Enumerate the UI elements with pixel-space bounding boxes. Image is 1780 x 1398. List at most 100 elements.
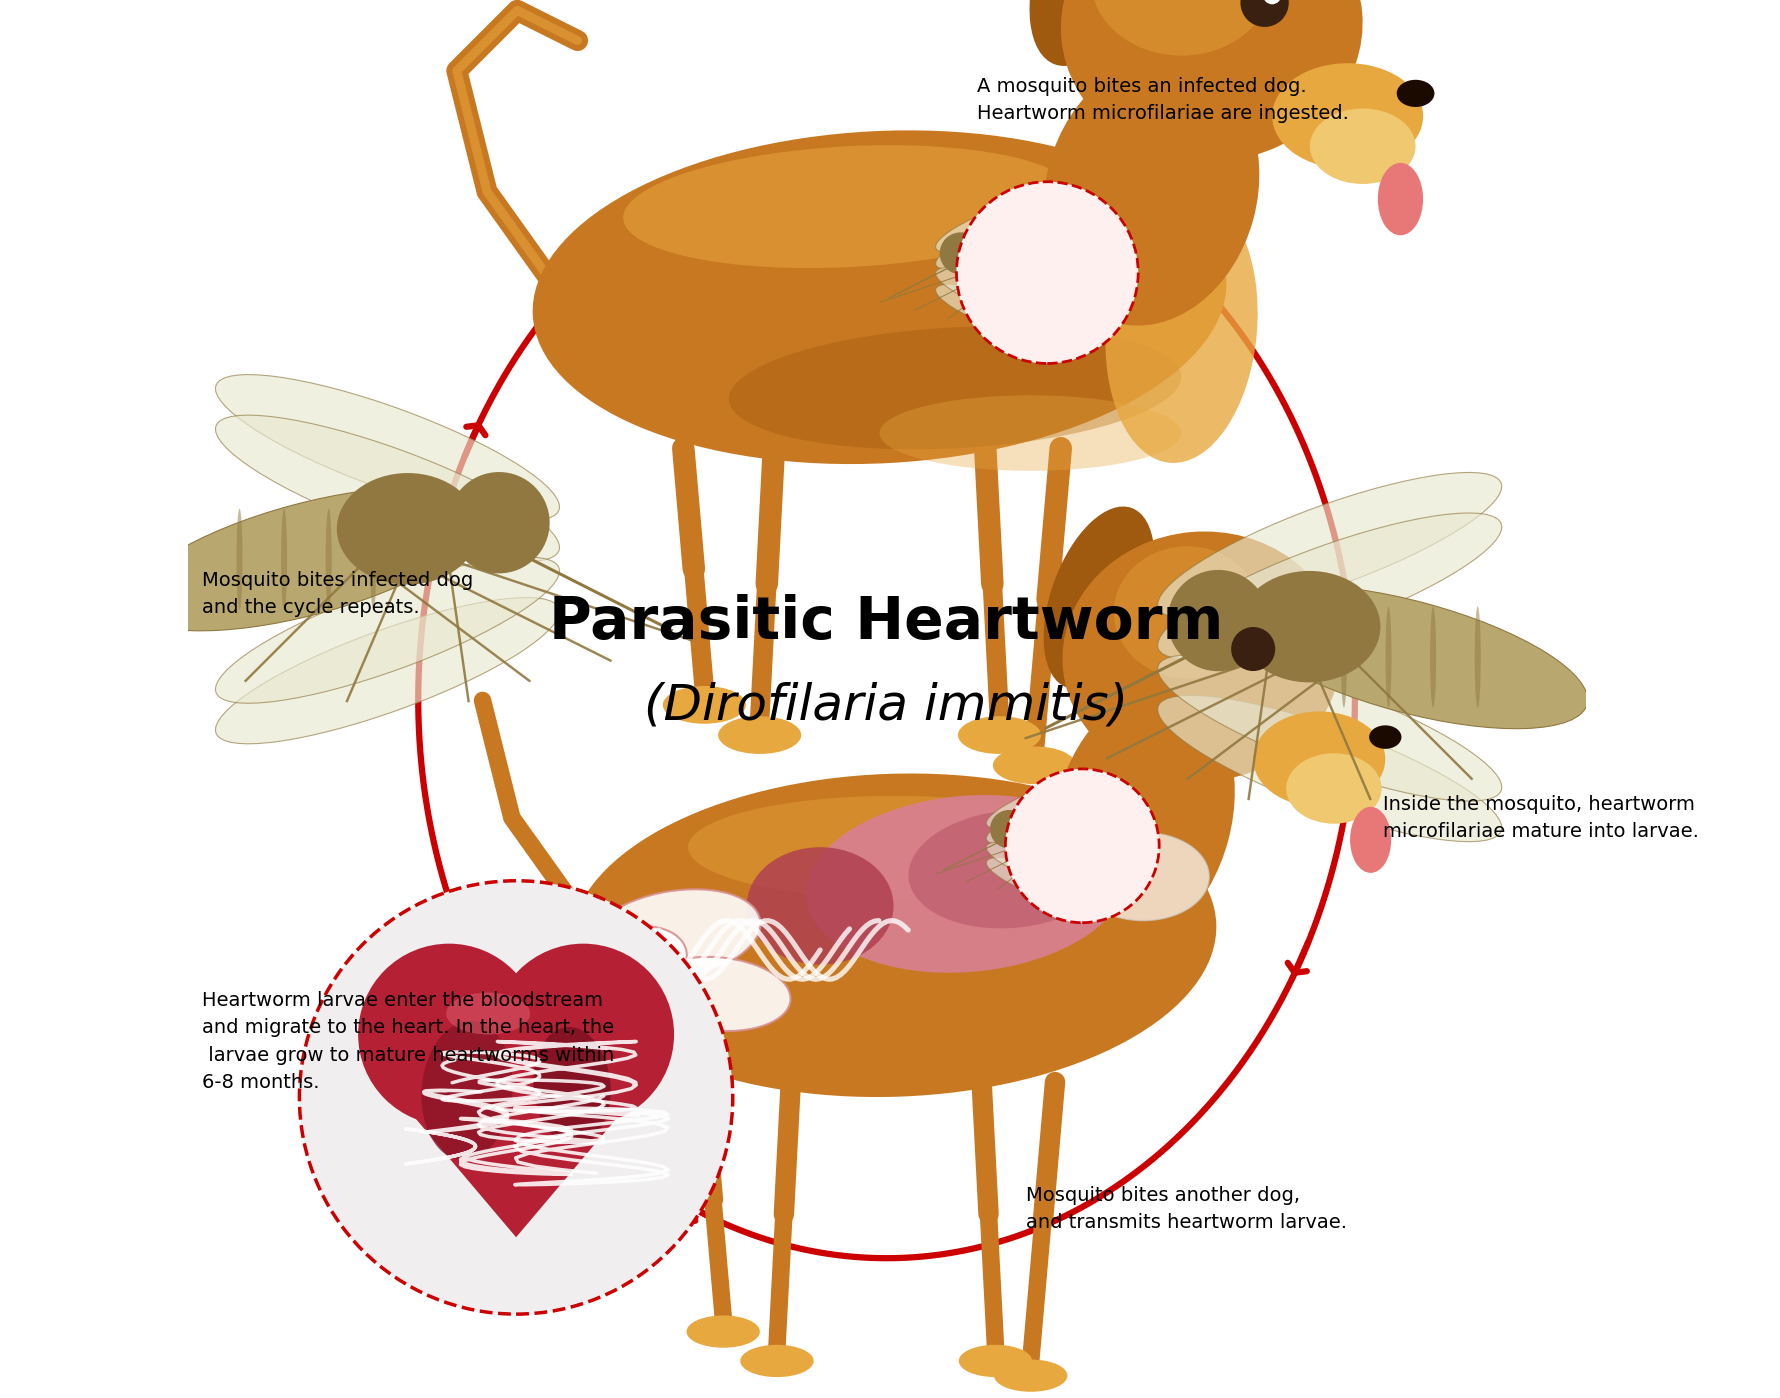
Ellipse shape [1349,807,1390,872]
Ellipse shape [1157,473,1501,619]
Ellipse shape [717,716,801,754]
Ellipse shape [215,415,559,562]
Circle shape [956,182,1137,363]
Ellipse shape [336,473,479,584]
Ellipse shape [422,1021,513,1160]
Text: Parasitic Heartworm: Parasitic Heartworm [548,594,1223,650]
Ellipse shape [1105,192,1257,463]
Ellipse shape [644,956,790,1032]
Ellipse shape [623,145,1075,268]
Ellipse shape [934,267,1077,329]
Ellipse shape [1077,833,1209,921]
Ellipse shape [1043,57,1258,326]
Ellipse shape [1015,816,1148,870]
Ellipse shape [958,1345,1032,1377]
Ellipse shape [934,192,1077,253]
Ellipse shape [532,130,1226,464]
Ellipse shape [1385,607,1390,707]
Ellipse shape [1061,0,1362,161]
Ellipse shape [1050,688,1234,948]
Circle shape [1168,570,1267,671]
Ellipse shape [447,993,530,1035]
Circle shape [1239,0,1289,27]
Ellipse shape [986,788,1116,844]
Ellipse shape [1089,823,1091,863]
Ellipse shape [215,597,559,744]
Ellipse shape [1340,607,1346,707]
Ellipse shape [685,1316,760,1348]
Ellipse shape [1112,547,1260,678]
Ellipse shape [1369,726,1401,749]
Ellipse shape [662,686,746,724]
Ellipse shape [1396,80,1433,108]
Ellipse shape [879,396,1180,471]
Ellipse shape [237,509,242,610]
Ellipse shape [1029,247,1032,289]
Ellipse shape [993,1359,1066,1392]
Ellipse shape [986,842,1116,898]
Ellipse shape [1043,506,1153,689]
Ellipse shape [1091,0,1271,56]
Ellipse shape [570,773,1216,1097]
Ellipse shape [1011,247,1013,289]
Circle shape [1006,769,1159,923]
Ellipse shape [370,509,376,610]
Ellipse shape [958,716,1041,754]
Text: (Dirofilaria immitis): (Dirofilaria immitis) [644,682,1129,730]
Ellipse shape [215,556,559,703]
Ellipse shape [1237,570,1380,682]
Ellipse shape [934,284,1077,345]
Circle shape [1262,0,1280,4]
Ellipse shape [130,488,482,630]
Ellipse shape [532,1028,611,1145]
Text: A mosquito bites an infected dog.
Heartworm microfilariae are ingested.: A mosquito bites an infected dog. Heartw… [977,77,1349,123]
Circle shape [990,809,1027,849]
Ellipse shape [1271,63,1422,169]
Ellipse shape [1308,109,1415,185]
Ellipse shape [1253,712,1385,807]
Ellipse shape [740,1345,813,1377]
Text: Inside the mosquito, heartworm
microfilariae mature into larvae.: Inside the mosquito, heartworm microfila… [1381,794,1698,842]
Ellipse shape [1157,513,1501,660]
Circle shape [491,944,673,1125]
Ellipse shape [1063,531,1340,781]
Ellipse shape [934,208,1077,270]
Ellipse shape [1378,162,1422,235]
Ellipse shape [968,232,1027,278]
Ellipse shape [986,773,1116,829]
Ellipse shape [1066,247,1068,289]
Polygon shape [361,1055,669,1237]
Ellipse shape [1157,654,1501,801]
Circle shape [299,881,732,1314]
Ellipse shape [687,795,1098,899]
Text: Mosquito bites infected dog
and the cycle repeats.: Mosquito bites infected dog and the cycl… [201,570,472,618]
Ellipse shape [1234,586,1586,728]
Text: Mosquito bites another dog,
and transmits heartworm larvae.: Mosquito bites another dog, and transmit… [1025,1186,1347,1233]
Circle shape [1230,626,1274,671]
Ellipse shape [1048,247,1050,289]
Circle shape [358,944,539,1125]
Ellipse shape [326,509,331,610]
Ellipse shape [993,747,1075,784]
Ellipse shape [986,857,1116,913]
Ellipse shape [1474,607,1479,707]
Ellipse shape [746,847,894,965]
Ellipse shape [1429,607,1435,707]
Text: Heartworm larvae enter the bloodstream
and migrate to the heart. In the heart, t: Heartworm larvae enter the bloodstream a… [201,991,614,1092]
Circle shape [449,473,550,573]
Ellipse shape [1157,695,1501,842]
Ellipse shape [571,925,687,1004]
Ellipse shape [1105,823,1109,863]
Ellipse shape [1072,823,1075,863]
Circle shape [940,232,981,274]
Ellipse shape [215,375,559,521]
Ellipse shape [281,509,287,610]
Ellipse shape [908,809,1112,928]
Ellipse shape [1285,754,1381,823]
Ellipse shape [967,239,1112,298]
Ellipse shape [1016,811,1070,853]
Ellipse shape [586,889,760,981]
Ellipse shape [1056,823,1057,863]
Ellipse shape [728,326,1180,449]
Ellipse shape [1029,0,1152,66]
